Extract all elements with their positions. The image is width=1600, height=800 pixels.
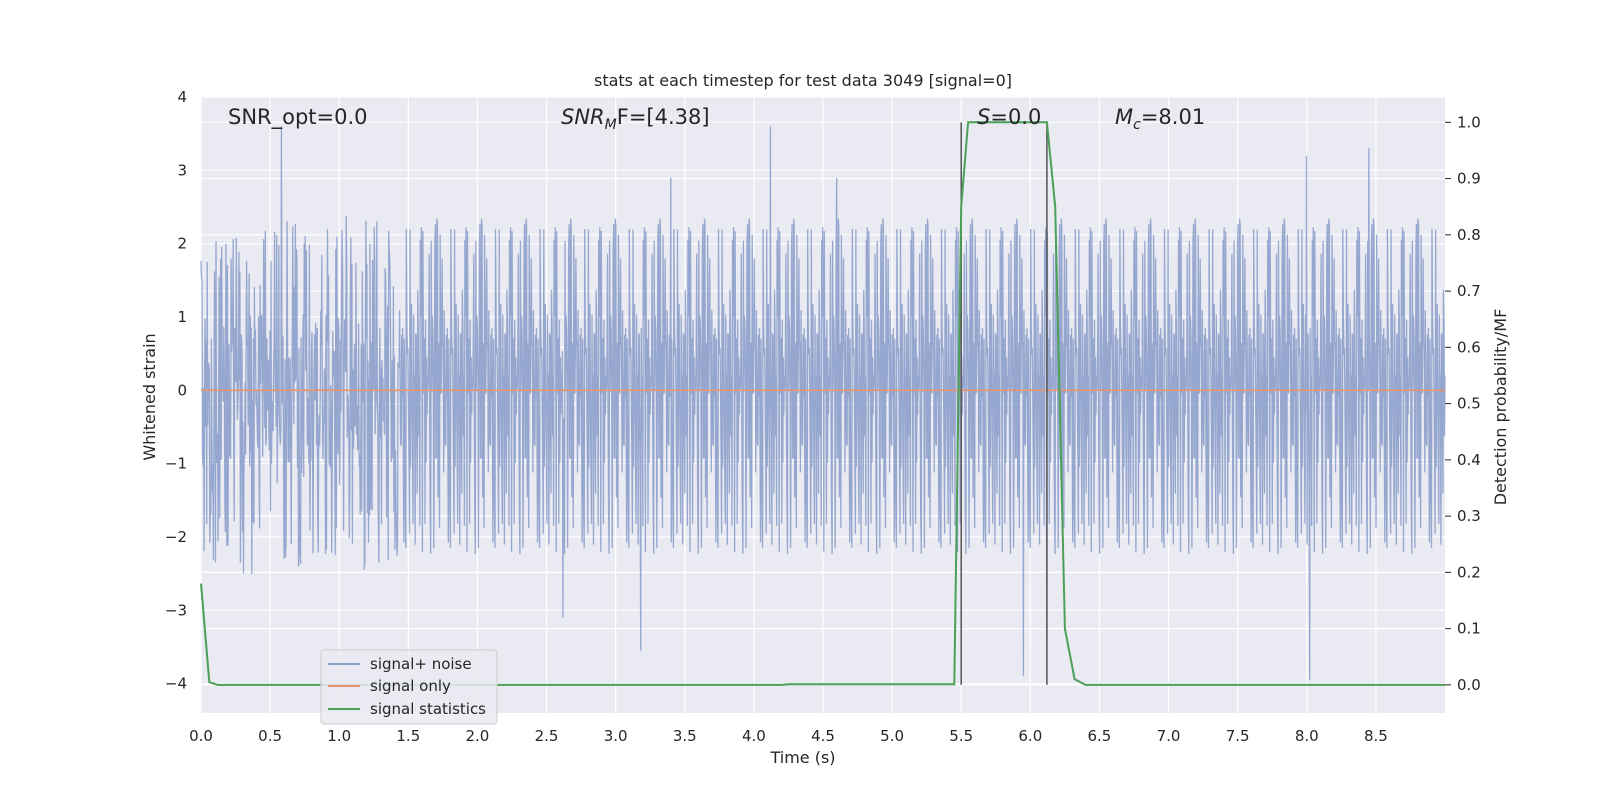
y-tick-label: −1 <box>165 455 187 473</box>
x-tick-label: 7.5 <box>1226 727 1250 745</box>
chart-title: stats at each timestep for test data 304… <box>594 71 1012 90</box>
x-tick-label: 2.5 <box>535 727 559 745</box>
y-tick-label: −4 <box>165 675 187 693</box>
y-tick-label: 2 <box>177 235 187 253</box>
mc-value: =8.01 <box>1141 105 1205 129</box>
y-axis-ticks: 4 3 2 1 0 −1 −2 −3 −4 <box>165 88 187 693</box>
snr-opt-annotation: SNR_opt=0.0 <box>228 105 368 130</box>
s-value: =0.0 <box>990 105 1041 129</box>
x-tick-label: 5.0 <box>880 727 904 745</box>
mc-base: M <box>1115 105 1133 129</box>
y2-tick-label: 0.4 <box>1457 451 1481 469</box>
legend-label-signal-only: signal only <box>370 677 451 695</box>
y2-tick-label: 0.5 <box>1457 395 1481 413</box>
y-axis-title: Whitened strain <box>140 333 159 460</box>
x-axis-title: Time (s) <box>769 748 835 767</box>
y2-tick-label: 0.1 <box>1457 620 1481 638</box>
snr-mf-annotation: SNRMF=[4.38] <box>561 105 710 133</box>
y-tick-label: −2 <box>165 528 187 546</box>
x-tick-label: 8.5 <box>1364 727 1388 745</box>
x-tick-label: 4.0 <box>742 727 766 745</box>
x-tick-label: 8.0 <box>1295 727 1319 745</box>
x-tick-label: 3.0 <box>604 727 628 745</box>
x-tick-label: 6.0 <box>1018 727 1042 745</box>
legend: signal+ noise signal only signal statist… <box>320 649 498 725</box>
y-tick-label: 1 <box>177 308 187 326</box>
x-tick-label: 0.0 <box>189 727 213 745</box>
x-tick-label: 1.5 <box>396 727 420 745</box>
y2-axis-title: Detection probability/MF <box>1491 309 1510 506</box>
y-tick-label: 4 <box>177 88 187 106</box>
y2-tick-label: 0.8 <box>1457 226 1481 244</box>
y2-tick-label: 1.0 <box>1457 113 1481 131</box>
snr-mf-sub: M <box>605 117 617 133</box>
y2-axis-ticks: 1.0 0.9 0.8 0.7 0.6 0.5 0.4 0.3 0.2 0.1 0.0 <box>1445 113 1481 694</box>
x-tick-label: 6.5 <box>1088 727 1112 745</box>
x-tick-label: 0.5 <box>258 727 282 745</box>
y2-tick-label: 0.9 <box>1457 170 1481 188</box>
s-annotation: S=0.0 <box>977 105 1041 129</box>
x-axis-ticks: 0.0 0.5 1.0 1.5 2.0 2.5 3.0 3.5 4.0 4.5 5.0 5.5 6.0 6… <box>189 727 1388 745</box>
legend-label-signal-statistics: signal statistics <box>370 700 486 718</box>
x-tick-label: 4.5 <box>811 727 835 745</box>
y2-tick-label: 0.6 <box>1457 338 1481 356</box>
x-tick-label: 7.0 <box>1157 727 1181 745</box>
y-tick-label: −3 <box>165 601 187 619</box>
s-label: S <box>977 105 990 129</box>
y-tick-label: 0 <box>177 381 187 399</box>
x-tick-label: 1.0 <box>327 727 351 745</box>
mc-annotation: Mc=8.01 <box>1115 105 1205 133</box>
y2-tick-label: 0.0 <box>1457 676 1481 694</box>
legend-label-signal-noise: signal+ noise <box>370 655 472 673</box>
legend-box <box>320 649 498 725</box>
x-tick-label: 5.5 <box>949 727 973 745</box>
y2-tick-label: 0.3 <box>1457 507 1481 525</box>
mc-sub: c <box>1133 117 1141 133</box>
snr-mf-rest: F=[4.38] <box>617 105 710 129</box>
x-tick-label: 3.5 <box>673 727 697 745</box>
x-tick-label: 2.0 <box>466 727 490 745</box>
y2-tick-label: 0.2 <box>1457 563 1481 581</box>
y-tick-label: 3 <box>177 161 187 179</box>
snr-mf-base: SNR <box>561 105 605 129</box>
y2-tick-label: 0.7 <box>1457 282 1481 300</box>
